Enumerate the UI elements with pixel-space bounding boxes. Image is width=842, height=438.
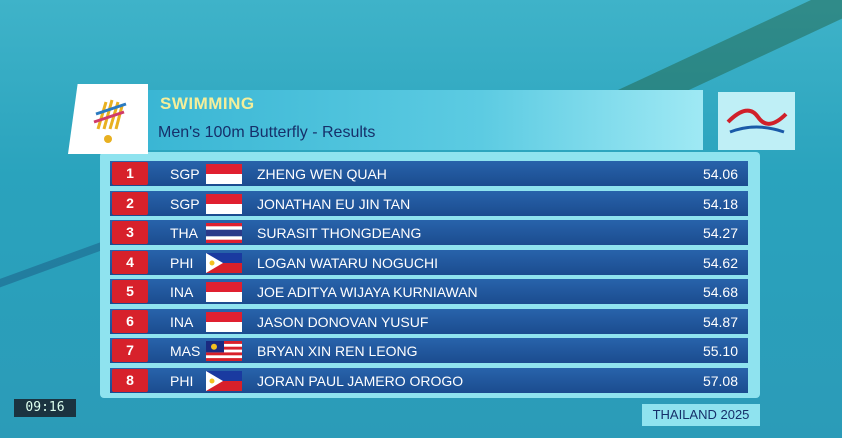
time: 54.06 <box>702 166 738 182</box>
flag <box>206 252 242 273</box>
logo-art <box>726 108 788 134</box>
athlete-name: LOGAN WATARU NOGUCHI <box>257 254 438 271</box>
athlete-name: SURASIT THONGDEANG <box>257 225 422 241</box>
result-row: 2 SGP JONATHAN EU JIN TAN 54.18 <box>110 190 748 216</box>
athlete-name: JOE ADITYA WIJAYA KURNIAWAN <box>257 284 478 300</box>
footer-tag: THAILAND 2025 <box>642 404 760 426</box>
result-row: 8 PHI JORAN PAUL JAMERO OROGO 57.08 <box>110 367 748 393</box>
athlete-name: BRYAN XIN REN LEONG <box>257 343 418 359</box>
rank: 4 <box>112 250 148 274</box>
flag <box>206 223 242 243</box>
country-code: PHI <box>170 254 194 271</box>
time: 54.62 <box>702 254 738 271</box>
time: 54.27 <box>702 225 738 241</box>
flag <box>206 341 242 361</box>
title-bar: SWIMMING Men's 100m Butterfly - Results <box>148 90 703 150</box>
logo-art <box>93 99 127 143</box>
time: 55.10 <box>702 343 738 359</box>
country-code: PHI <box>170 372 194 389</box>
athlete-name: JASON DONOVAN YUSUF <box>257 313 429 330</box>
event-title: Men's 100m Butterfly - Results <box>158 124 376 141</box>
country-code: SGP <box>170 195 200 212</box>
rank: 8 <box>112 368 148 392</box>
country-code: MAS <box>170 343 201 359</box>
country-code: INA <box>170 313 194 330</box>
flag <box>206 311 242 332</box>
result-row: 4 PHI LOGAN WATARU NOGUCHI 54.62 <box>110 249 748 275</box>
rank: 6 <box>112 309 148 333</box>
time: 54.87 <box>702 313 738 330</box>
sport-title: SWIMMING <box>160 94 255 113</box>
rank: 7 <box>112 339 148 362</box>
result-row: 6 INA JASON DONOVAN YUSUF 54.87 <box>110 308 748 334</box>
result-row: 1 SGP ZHENG WEN QUAH 54.06 <box>110 161 748 186</box>
flag <box>206 282 242 302</box>
time: 57.08 <box>702 372 738 389</box>
country-code: SGP <box>170 166 200 182</box>
result-row: 7 MAS BRYAN XIN REN LEONG 55.10 <box>110 338 748 363</box>
country-code: INA <box>170 284 194 300</box>
athlete-name: JORAN PAUL JAMERO OROGO <box>257 372 464 389</box>
time: 54.18 <box>702 195 738 212</box>
athlete-name: JONATHAN EU JIN TAN <box>257 195 411 212</box>
rank: 1 <box>112 162 148 185</box>
flag <box>206 370 242 391</box>
games-logo <box>68 84 148 154</box>
rank: 2 <box>112 191 148 215</box>
result-row: 5 INA JOE ADITYA WIJAYA KURNIAWAN 54.68 <box>110 279 748 304</box>
clock: 09:16 <box>14 399 76 417</box>
country-code: THA <box>170 225 198 241</box>
rank: 5 <box>112 280 148 303</box>
time: 54.68 <box>702 284 738 300</box>
event-logo <box>718 92 795 150</box>
rank: 3 <box>112 221 148 244</box>
athlete-name: ZHENG WEN QUAH <box>257 166 387 182</box>
flag <box>206 164 242 184</box>
flag <box>206 193 242 214</box>
result-row: 3 THA SURASIT THONGDEANG 54.27 <box>110 220 748 245</box>
